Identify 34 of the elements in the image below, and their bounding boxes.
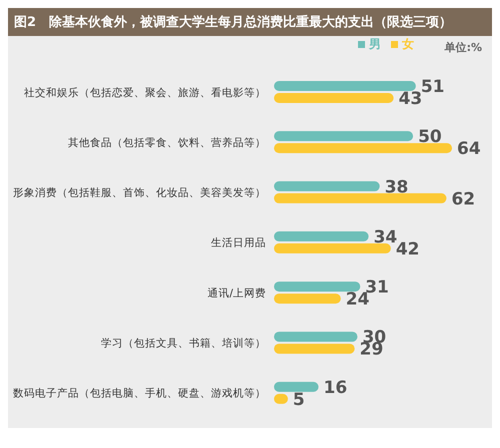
bar: [274, 143, 452, 154]
data-label: 50: [418, 127, 442, 148]
bar: [274, 181, 380, 192]
y-tick-label: 社交和娱乐（包括恋爱、聚会、旅游、看电影等）: [24, 86, 266, 99]
bar: [274, 81, 416, 91]
y-tick-label: 生活日用品: [211, 236, 266, 250]
y-tick-label: 形象消费（包括鞋服、首饰、化妆品、美容美发等）: [13, 186, 266, 200]
bar: [274, 344, 355, 354]
data-label: 34: [374, 227, 398, 248]
bar: [274, 193, 446, 204]
y-tick-label: 其他食品（包括零食、饮料、营养品等）: [68, 136, 266, 149]
bar: [274, 243, 391, 254]
legend-label: 女: [402, 37, 414, 51]
data-label: 42: [396, 239, 420, 260]
text: 单位:%: [444, 40, 482, 55]
bar: [274, 231, 369, 242]
y-tick-label: 数码电子产品（包括电脑、手机、硬盘、游戏机等）: [13, 386, 266, 400]
data-label: 16: [324, 378, 348, 398]
bar: [274, 131, 414, 142]
bar: [274, 294, 341, 304]
y-tick-label: 通讯/上网费: [207, 286, 266, 300]
bar: [274, 382, 318, 392]
data-label: 43: [398, 89, 422, 110]
chart-title: 图2 除基本伙食外，被调查大学生每月总消费比重最大的支出（限选三项）: [8, 8, 492, 36]
y-tick-label: 学习（包括文具、书籍、培训等）: [101, 336, 266, 350]
data-label: 5: [292, 390, 305, 410]
bar: [274, 282, 360, 292]
data-label: 38: [384, 177, 408, 198]
bar: [274, 93, 394, 103]
data-label: 64: [457, 139, 481, 160]
legend-label: 男: [369, 37, 381, 51]
data-label: 62: [451, 189, 476, 210]
bar: [274, 332, 358, 342]
data-label: 51: [420, 77, 445, 98]
